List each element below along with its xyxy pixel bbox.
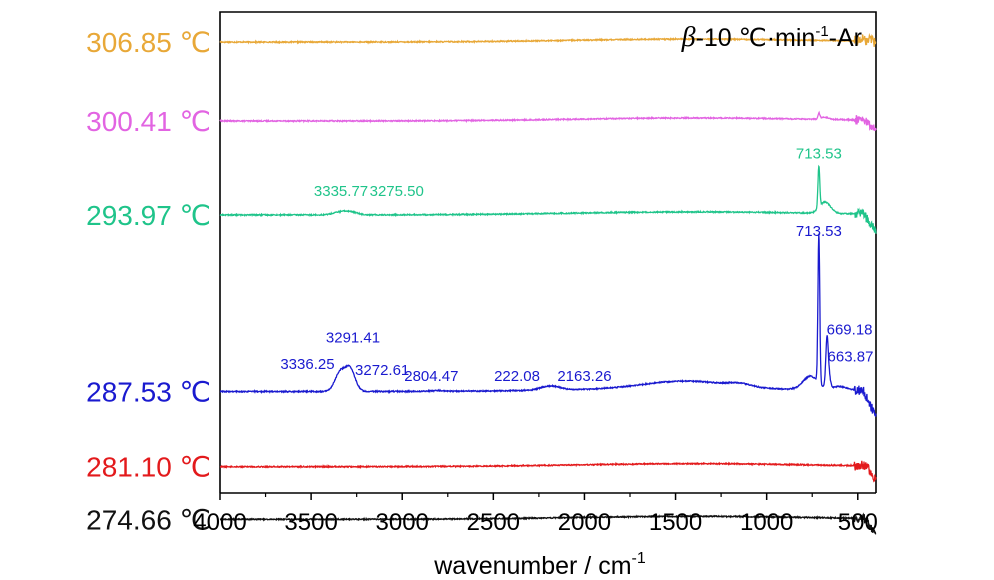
series-lines: [219, 32, 877, 535]
peak-label: 3336.25: [280, 356, 334, 373]
peak-label: 3275.50: [370, 183, 424, 200]
x-tick-label: 1500: [649, 509, 702, 536]
x-tick-label: 2500: [467, 509, 520, 536]
condition-label: β-10 ℃·min-1-Ar: [681, 22, 862, 53]
series-label: 287.53 ℃: [86, 377, 211, 408]
series-label: 306.85 ℃: [86, 27, 211, 58]
series-line: [219, 460, 877, 483]
peak-labels: 3335.77 3275.50 713.53 3336.25 3291.41 3272.6…: [280, 146, 873, 385]
series-label: 274.66 ℃: [86, 504, 211, 535]
peak-label: 713.53: [796, 223, 842, 240]
peak-label: 3272.61: [355, 362, 409, 379]
condition-suffix: -Ar: [829, 24, 862, 52]
peak-label: 713.53: [796, 146, 842, 163]
peak-label: 2804.47: [404, 368, 458, 385]
x-axis-label: wavenumber / cm-1: [433, 550, 646, 580]
plot-frame: [219, 11, 877, 494]
x-tick-label: 3500: [284, 509, 337, 536]
peak-label: 3335.77: [314, 183, 368, 200]
series-line: [219, 512, 877, 535]
condition-symbol: β: [681, 22, 696, 53]
plot-border: [219, 11, 877, 493]
condition-superscript: -1: [815, 23, 828, 40]
series-line: [219, 110, 877, 132]
x-tick-label: 2000: [558, 509, 611, 536]
x-tick-label: 3000: [376, 509, 429, 536]
peak-label: 663.87: [828, 348, 874, 365]
x-axis-label-text: wavenumber / cm: [433, 552, 631, 580]
peak-label: 3291.41: [326, 330, 380, 347]
condition-text: -10 ℃·min: [696, 24, 816, 52]
series-label: 293.97 ℃: [86, 200, 211, 231]
series-line: [219, 32, 877, 47]
x-tick-label: 4000: [193, 509, 246, 536]
x-tick-label: 1000: [740, 509, 793, 536]
x-axis-label-superscript: -1: [632, 550, 646, 567]
series-label: 300.41 ℃: [86, 106, 211, 137]
peak-label: 2163.26: [557, 368, 611, 385]
series-line: [219, 164, 877, 234]
peak-label: 222.08: [494, 368, 540, 385]
x-axis: 4000 3500 3000 2500 2000 1500 1000 500: [193, 493, 878, 536]
x-tick-label: 500: [838, 509, 878, 536]
series-line: [219, 233, 877, 418]
series-labels: 306.85 ℃ 300.41 ℃ 293.97 ℃ 287.53 ℃ 281.10 ℃…: [86, 27, 211, 535]
peak-label: 669.18: [827, 321, 873, 338]
series-label: 281.10 ℃: [86, 452, 211, 483]
